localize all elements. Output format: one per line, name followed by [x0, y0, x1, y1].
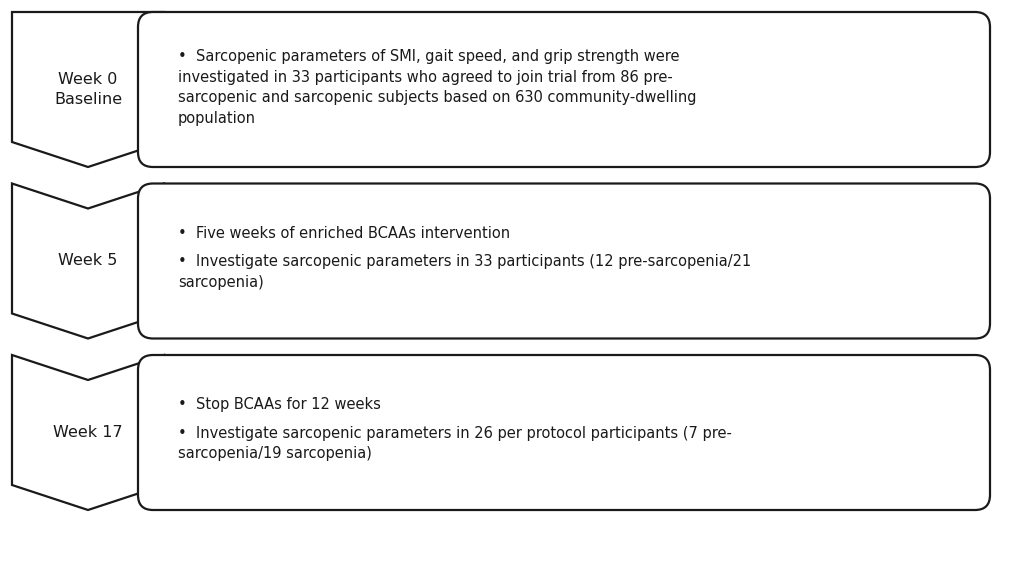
- FancyBboxPatch shape: [138, 12, 989, 167]
- Polygon shape: [12, 355, 164, 510]
- Text: Week 17: Week 17: [53, 425, 122, 440]
- Text: •  Investigate sarcopenic parameters in 33 participants (12 pre-sarcopenia/21
sa: • Investigate sarcopenic parameters in 3…: [178, 254, 751, 290]
- FancyBboxPatch shape: [138, 355, 989, 510]
- Polygon shape: [12, 12, 164, 167]
- Text: •  Investigate sarcopenic parameters in 26 per protocol participants (7 pre-
sar: • Investigate sarcopenic parameters in 2…: [178, 426, 732, 461]
- Text: Week 5: Week 5: [58, 254, 117, 268]
- Text: •  Sarcopenic parameters of SMI, gait speed, and grip strength were
investigated: • Sarcopenic parameters of SMI, gait spe…: [178, 50, 696, 125]
- FancyBboxPatch shape: [138, 184, 989, 339]
- Polygon shape: [12, 184, 164, 339]
- Text: Week 0
Baseline: Week 0 Baseline: [54, 71, 122, 108]
- Text: •  Stop BCAAs for 12 weeks: • Stop BCAAs for 12 weeks: [178, 397, 380, 412]
- Text: •  Five weeks of enriched BCAAs intervention: • Five weeks of enriched BCAAs intervent…: [178, 226, 510, 241]
